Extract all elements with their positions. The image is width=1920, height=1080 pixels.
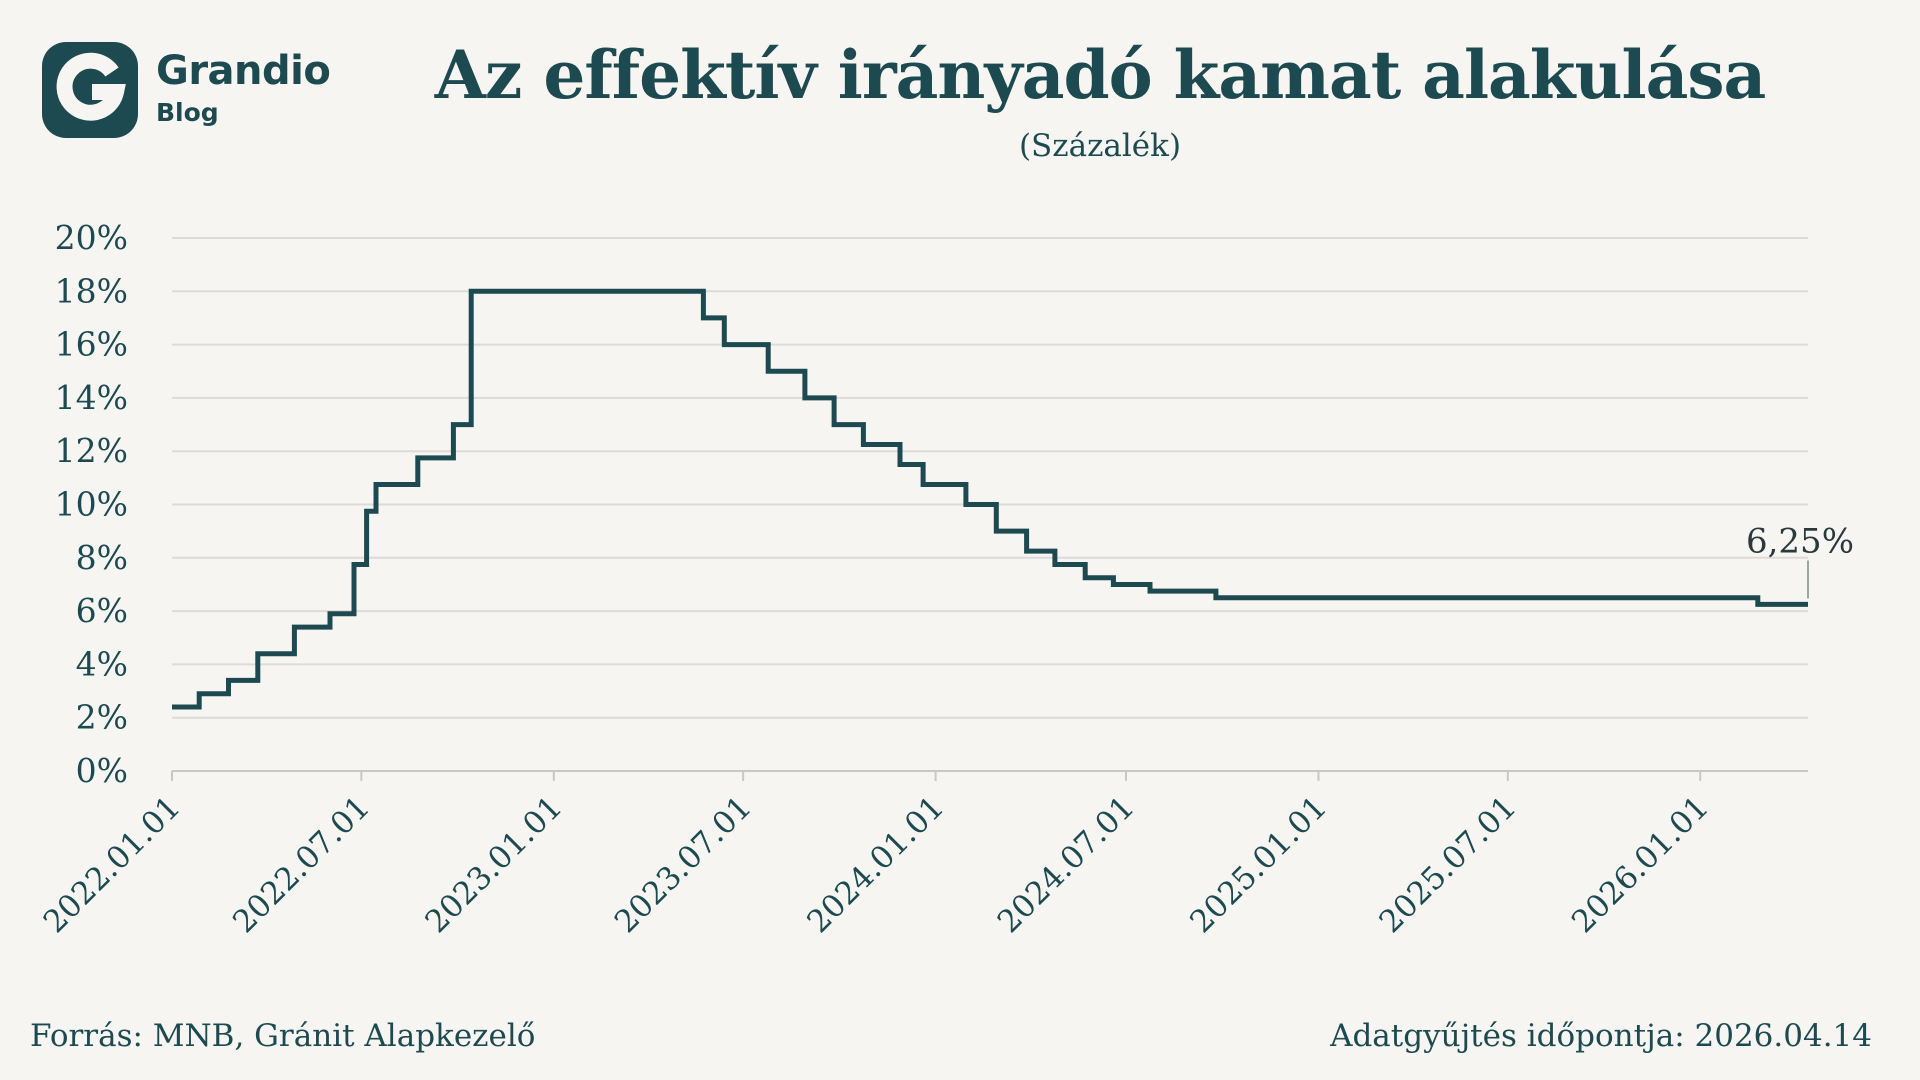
data-date: Adatgyűjtés időpontja: 2026.04.14	[1330, 1018, 1872, 1054]
y-tick-label: 16%	[55, 325, 128, 364]
x-tick-label: 2022.01.01	[37, 789, 188, 940]
y-tick-label: 18%	[55, 271, 128, 310]
chart-title: Az effektív irányadó kamat alakulása	[434, 36, 1767, 114]
source-note: Forrás: MNB, Gránit Alapkezelő	[30, 1018, 536, 1054]
y-tick-label: 0%	[76, 751, 128, 790]
x-tick-label: 2025.01.01	[1183, 789, 1334, 940]
y-tick-label: 12%	[55, 431, 128, 470]
x-tick-label: 2024.01.01	[800, 789, 951, 940]
annotation-label: 6,25%	[1746, 521, 1854, 561]
x-tick-label: 2024.07.01	[991, 789, 1142, 940]
x-tick-label: 2022.07.01	[226, 789, 377, 940]
x-tick-label: 2023.01.01	[418, 789, 569, 940]
x-tick-label: 2026.01.01	[1565, 789, 1716, 940]
chart: 0% 2% 4% 6% 8% 10% 12% 14% 16% 18% 20% 2022.01.01 2…	[37, 218, 1854, 940]
logo-sub: Blog	[156, 98, 219, 127]
y-tick-label: 20%	[55, 218, 128, 257]
y-tick-label: 8%	[76, 538, 128, 577]
logo-name: Grandio	[156, 48, 331, 94]
logo: Grandio Blog	[42, 40, 352, 150]
x-tick-label: 2025.07.01	[1372, 789, 1523, 940]
series-line	[172, 288, 1808, 710]
grandio-g-icon	[42, 42, 138, 138]
y-tick-label: 2%	[76, 698, 128, 737]
chart-subtitle: (Százalék)	[1018, 128, 1182, 164]
x-tick-label: 2023.07.01	[608, 789, 759, 940]
y-tick-label: 14%	[55, 378, 128, 417]
y-tick-label: 4%	[76, 644, 128, 683]
y-tick-label: 10%	[55, 485, 128, 524]
y-tick-label: 6%	[76, 591, 128, 630]
